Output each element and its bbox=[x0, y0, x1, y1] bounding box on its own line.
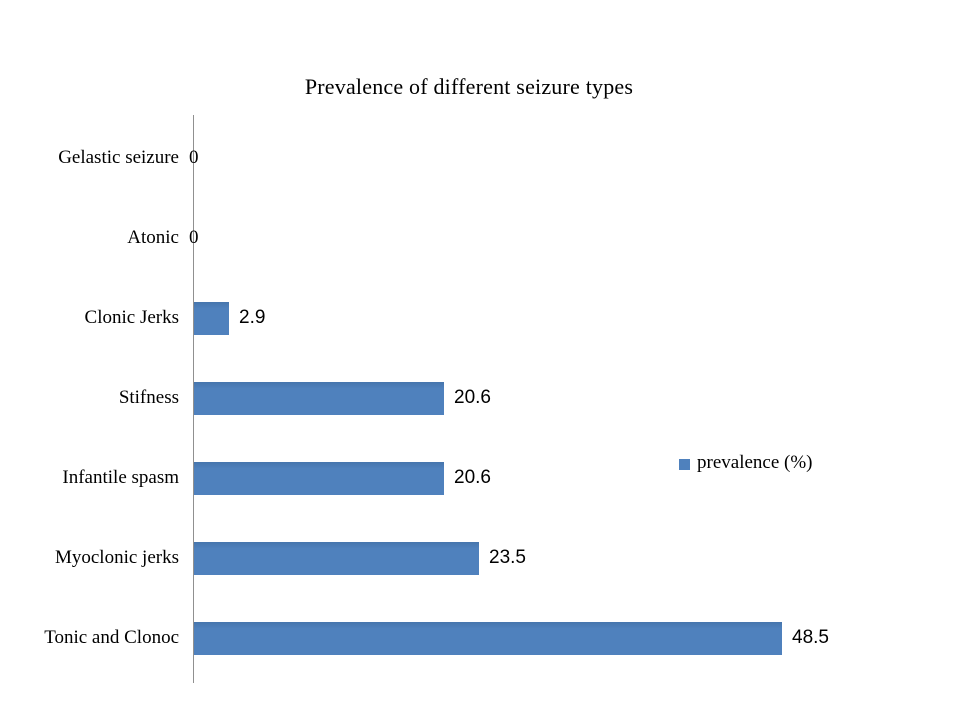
y-axis-line bbox=[193, 115, 194, 683]
bar bbox=[194, 461, 444, 495]
category-label: Tonic and Clonoc bbox=[44, 627, 179, 648]
legend-label: prevalence (%) bbox=[697, 452, 813, 473]
bar-row: Stifness 20.6 bbox=[0, 358, 960, 438]
category-label: Gelastic seizure bbox=[58, 147, 179, 168]
value-label: 20.6 bbox=[454, 467, 491, 488]
value-label: 0 bbox=[189, 147, 199, 168]
bar-row: Gelastic seizure 0 bbox=[0, 118, 960, 198]
legend-swatch-icon bbox=[679, 458, 690, 470]
value-label: 2.9 bbox=[239, 307, 266, 328]
category-label: Stifness bbox=[118, 387, 179, 408]
category-label: Infantile spasm bbox=[62, 467, 179, 488]
value-label: 23.5 bbox=[489, 547, 526, 568]
bar bbox=[194, 621, 782, 655]
bar bbox=[194, 541, 479, 575]
category-label: Clonic Jerks bbox=[84, 307, 179, 328]
value-label: 20.6 bbox=[454, 387, 491, 408]
legend: prevalence (%) bbox=[679, 452, 813, 474]
bar-row: Tonic and Clonoc 48.5 bbox=[0, 598, 960, 678]
bar bbox=[194, 301, 229, 335]
bar-row: Myoclonic jerks 23.5 bbox=[0, 518, 960, 598]
category-label: Atonic bbox=[127, 227, 179, 248]
bar bbox=[194, 381, 444, 415]
category-label: Myoclonic jerks bbox=[54, 547, 179, 568]
bar-row: Atonic 0 bbox=[0, 198, 960, 278]
value-label: 48.5 bbox=[792, 627, 829, 648]
bar-row: Infantile spasm 20.6 bbox=[0, 438, 960, 518]
value-label: 0 bbox=[189, 227, 199, 248]
bar-row: Clonic Jerks 2.9 bbox=[0, 278, 960, 358]
chart-title: Prevalence of different seizure types bbox=[304, 74, 634, 99]
